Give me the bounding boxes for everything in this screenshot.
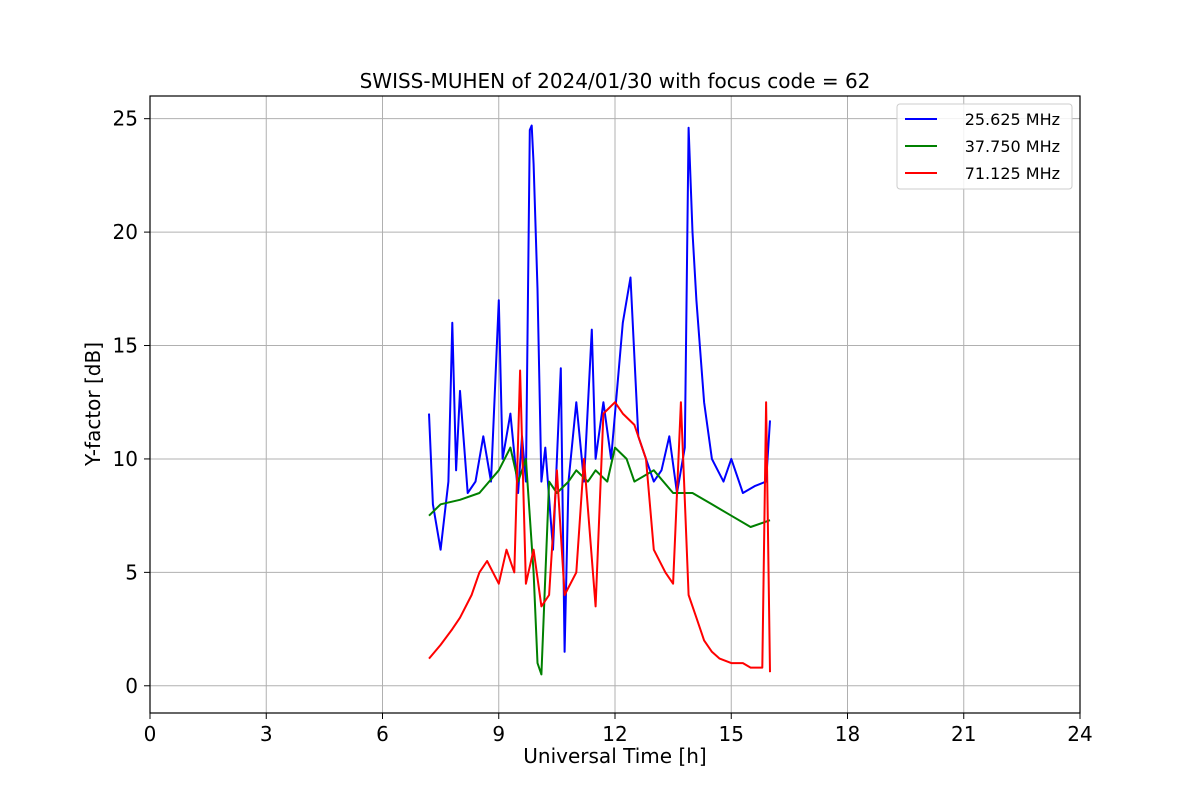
x-tick-label: 12 (602, 722, 627, 746)
x-tick-label: 0 (144, 722, 157, 746)
x-tick-label: 18 (835, 722, 860, 746)
y-tick-label: 0 (125, 674, 138, 698)
x-tick-label: 9 (492, 722, 505, 746)
series-line-1 (428, 124, 771, 653)
chart-title: SWISS-MUHEN of 2024/01/30 with focus cod… (360, 69, 871, 93)
y-tick-label: 10 (113, 447, 138, 471)
y-tick-label: 5 (125, 560, 138, 584)
y-tick-label: 15 (113, 334, 138, 358)
series-line-2 (428, 446, 771, 676)
legend-label: 25.625 MHz (965, 110, 1060, 129)
y-tick-label: 25 (113, 107, 138, 131)
legend-box (896, 103, 1073, 190)
y-tick-label: 20 (113, 220, 138, 244)
legend-label: 71.125 MHz (965, 164, 1060, 183)
legend: 25.625 MHz 37.750 MHz 71.125 MHz (896, 103, 1073, 190)
legend-label: 37.750 MHz (965, 137, 1060, 156)
series-line-3 (428, 369, 771, 673)
x-tick-label: 15 (719, 722, 744, 746)
x-tick-label: 21 (951, 722, 976, 746)
y-axis-label: Y-factor [dB] (81, 342, 105, 467)
x-tick-label: 3 (260, 722, 273, 746)
x-tick-label: 24 (1067, 722, 1092, 746)
series-layer (428, 124, 771, 676)
x-axis-label: Universal Time [h] (523, 744, 706, 768)
y-axis-ticks: 0 5 10 15 20 25 (113, 107, 150, 698)
x-tick-label: 6 (376, 722, 389, 746)
x-axis-ticks: 0 3 6 9 12 15 18 21 24 (144, 713, 1093, 746)
